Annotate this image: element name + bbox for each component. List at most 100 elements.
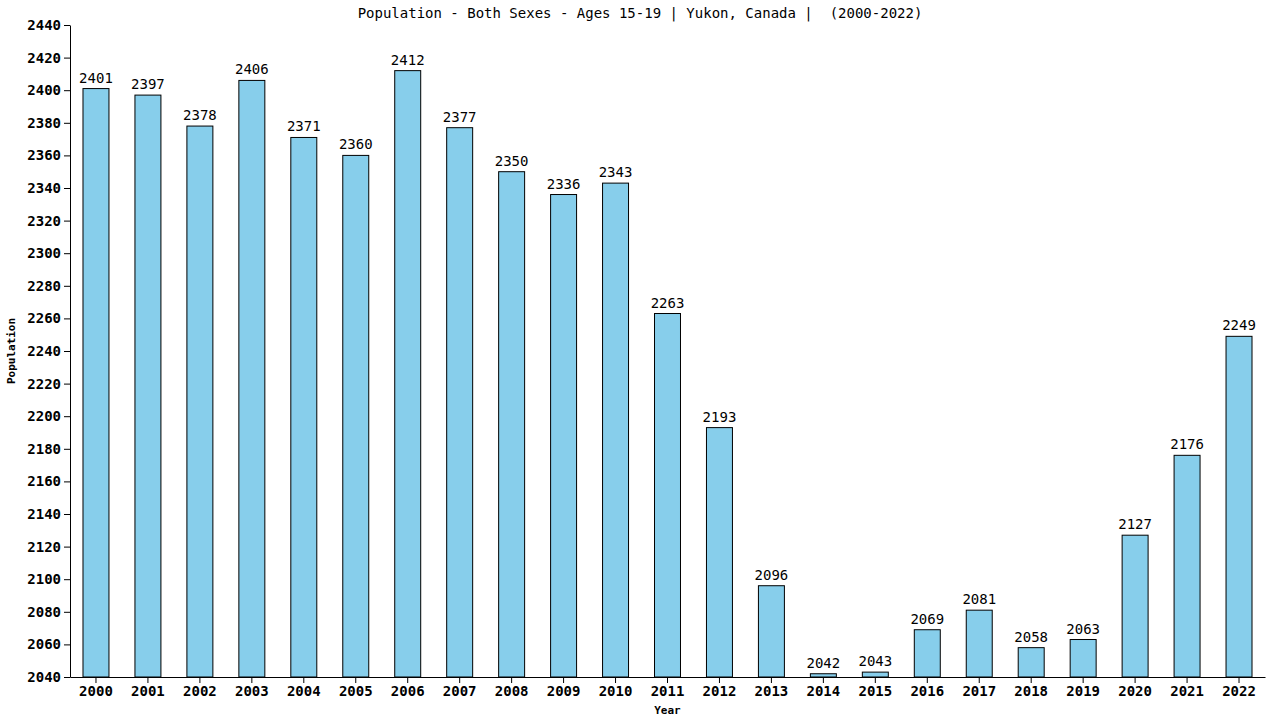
y-tick-mark — [64, 384, 70, 385]
y-tick-mark — [64, 253, 70, 254]
data-label: 2043 — [858, 653, 892, 669]
x-tick-label: 2014 — [807, 683, 841, 699]
x-tick: 2002 — [183, 677, 217, 699]
y-tick-label: 2140 — [27, 506, 61, 522]
y-tick: 2240 — [27, 343, 70, 359]
y-tick-mark — [64, 579, 70, 580]
bar — [1226, 336, 1252, 677]
y-tick: 2440 — [27, 17, 70, 33]
y-tick-label: 2200 — [27, 408, 61, 424]
bar — [343, 155, 369, 677]
x-tick: 2018 — [1014, 677, 1048, 699]
data-label: 2360 — [339, 136, 373, 152]
y-tick-label: 2360 — [27, 147, 61, 163]
y-tick-mark — [64, 416, 70, 417]
chart: 2401239723782406237123602412237723502336… — [0, 0, 1280, 720]
x-tick: 2013 — [755, 677, 789, 699]
data-label: 2058 — [1014, 629, 1048, 645]
bar — [187, 126, 213, 677]
bar — [1174, 455, 1200, 677]
y-tick: 2380 — [27, 115, 70, 131]
x-tick-label: 2006 — [391, 683, 425, 699]
y-tick-label: 2100 — [27, 571, 61, 587]
data-label: 2069 — [910, 611, 944, 627]
x-tick-label: 2009 — [547, 683, 581, 699]
x-tick-label: 2005 — [339, 683, 373, 699]
x-tick: 2021 — [1170, 677, 1204, 699]
x-tick-label: 2004 — [287, 683, 321, 699]
y-tick-mark — [64, 90, 70, 91]
data-labels: 2401239723782406237123602412237723502336… — [79, 52, 1256, 671]
title: Population - Both Sexes - Ages 15-19 | Y… — [358, 5, 923, 22]
bar — [914, 630, 940, 677]
y-tick-mark — [64, 123, 70, 124]
bar — [758, 586, 784, 677]
y-tick-label: 2260 — [27, 310, 61, 326]
data-label: 2412 — [391, 52, 425, 68]
y-tick-label: 2040 — [27, 669, 61, 685]
y-tick-mark — [64, 644, 70, 645]
y-tick-mark — [64, 58, 70, 59]
x-tick: 2010 — [599, 677, 633, 699]
x-tick-label: 2020 — [1118, 683, 1152, 699]
x-tick: 2015 — [858, 677, 892, 699]
data-label: 2336 — [547, 176, 581, 192]
x-tick: 2007 — [443, 677, 477, 699]
x-tick: 2008 — [495, 677, 529, 699]
y-tick-mark — [64, 547, 70, 548]
y-tick-label: 2240 — [27, 343, 61, 359]
y-tick-label: 2420 — [27, 50, 61, 66]
y-tick-label: 2300 — [27, 245, 61, 261]
data-label: 2193 — [703, 409, 737, 425]
data-label: 2127 — [1118, 516, 1152, 532]
data-label: 2063 — [1066, 621, 1100, 637]
data-label: 2263 — [651, 295, 685, 311]
y-tick: 2300 — [27, 245, 70, 261]
y-tick-mark — [64, 351, 70, 352]
y-tick: 2280 — [27, 278, 70, 294]
x-tick-label: 2022 — [1222, 683, 1256, 699]
bar — [1070, 640, 1096, 677]
x-axis-title: Year — [654, 704, 681, 717]
bar — [810, 674, 836, 677]
data-label: 2249 — [1222, 317, 1256, 333]
y-tick-label: 2220 — [27, 376, 61, 392]
data-label: 2406 — [235, 61, 269, 77]
x-tick: 2006 — [391, 677, 425, 699]
y-axis-title: Population — [5, 318, 18, 384]
bar — [135, 95, 161, 677]
y-tick: 2260 — [27, 310, 70, 326]
y-tick-label: 2120 — [27, 539, 61, 555]
x-tick-label: 2013 — [755, 683, 789, 699]
y-tick-label: 2180 — [27, 441, 61, 457]
y-tick-mark — [64, 286, 70, 287]
x-tick: 2003 — [235, 677, 269, 699]
y-tick: 2220 — [27, 376, 70, 392]
y-tick: 2140 — [27, 506, 70, 522]
y-tick-label: 2060 — [27, 636, 61, 652]
x-tick-label: 2011 — [651, 683, 685, 699]
y-tick-label: 2340 — [27, 180, 61, 196]
y-tick-label: 2280 — [27, 278, 61, 294]
y-tick: 2200 — [27, 408, 70, 424]
x-tick: 2012 — [703, 677, 737, 699]
data-label: 2096 — [755, 567, 789, 583]
x-tick: 2020 — [1118, 677, 1152, 699]
y-tick-mark — [64, 25, 70, 26]
x-axis: 2000200120022003200420052006200720082009… — [71, 677, 1266, 699]
x-tick: 2019 — [1066, 677, 1100, 699]
bar — [966, 610, 992, 677]
y-tick: 2360 — [27, 147, 70, 163]
bar — [499, 172, 525, 677]
x-tick-label: 2007 — [443, 683, 477, 699]
y-tick-mark — [64, 155, 70, 156]
x-tick: 2005 — [339, 677, 373, 699]
x-tick-label: 2017 — [962, 683, 996, 699]
bar — [655, 314, 681, 677]
y-tick-label: 2400 — [27, 82, 61, 98]
data-label: 2401 — [79, 70, 113, 86]
y-tick-mark — [64, 677, 70, 678]
data-label: 2378 — [183, 107, 217, 123]
data-label: 2176 — [1170, 436, 1204, 452]
x-tick-label: 2003 — [235, 683, 269, 699]
